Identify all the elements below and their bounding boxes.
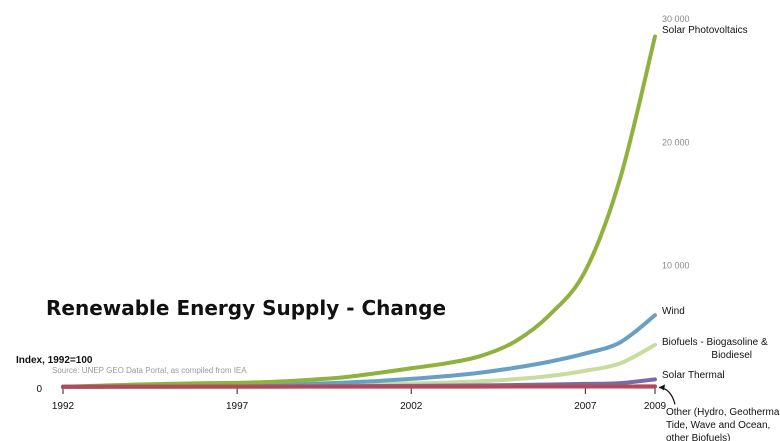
label-layer: Solar Photovoltaics Wind Biofuels - Biogas… (659, 25, 780, 441)
y-tick-label: 30 000 (662, 14, 690, 24)
series-label-other-line-1: Other (Hydro, Geothermal, (666, 407, 780, 418)
y-tick-label: 20 000 (662, 137, 690, 147)
other-callout-arrowhead (659, 384, 665, 390)
series-label-other-line-3: other Biofuels) (666, 433, 730, 441)
y-tick-label: 0 (36, 384, 42, 395)
series-label-biofuels-line-1: Biofuels - Biogasoline & (662, 337, 768, 348)
series-label-other-line-2: Tide, Wave and Ocean, (666, 420, 770, 431)
x-tick-label: 2009 (644, 401, 667, 412)
source-note: Source: UNEP GEO Data Portal, as compile… (52, 366, 247, 375)
y-axis-label: Index, 1992=100 (16, 355, 93, 366)
series-label-solar-thermal: Solar Thermal (662, 370, 725, 381)
chart-title: Renewable Energy Supply - Change (46, 296, 446, 320)
x-tick-label: 2007 (574, 401, 597, 412)
series-line-solar-photovoltaics (63, 37, 655, 387)
series-label-wind: Wind (662, 306, 685, 317)
x-tick-label: 1992 (52, 401, 75, 412)
x-tick-label: 1997 (226, 401, 249, 412)
series-layer (63, 37, 655, 387)
series-label-solar-photovoltaics: Solar Photovoltaics (662, 25, 748, 36)
series-label-biofuels-line-2: Biodiesel (711, 350, 752, 361)
y-tick-label: 10 000 (662, 261, 690, 271)
x-tick-label: 2002 (400, 401, 423, 412)
